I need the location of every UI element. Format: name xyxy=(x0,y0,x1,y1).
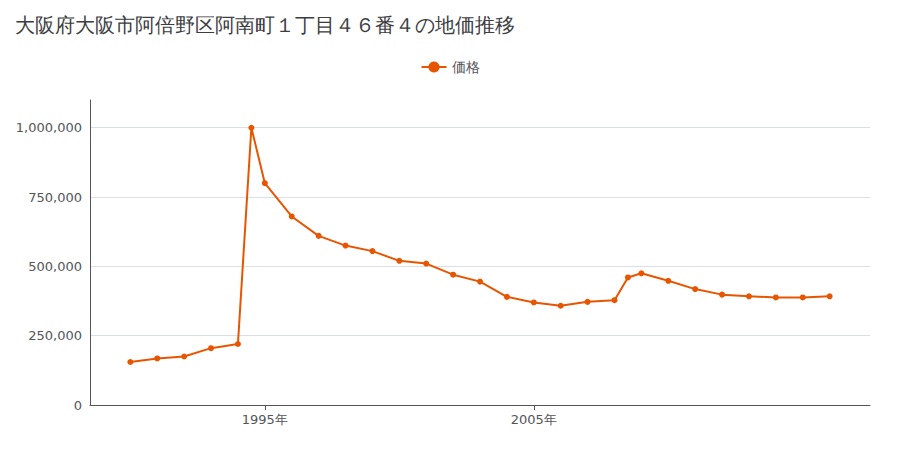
svg-text:1,000,000: 1,000,000 xyxy=(16,120,82,135)
svg-text:750,000: 750,000 xyxy=(28,190,82,205)
svg-text:0: 0 xyxy=(74,398,82,413)
svg-text:2005年: 2005年 xyxy=(511,412,557,427)
svg-text:500,000: 500,000 xyxy=(28,259,82,274)
svg-text:250,000: 250,000 xyxy=(28,328,82,343)
svg-text:大阪府大阪市阿倍野区阿南町１丁目４６番４の地価推移: 大阪府大阪市阿倍野区阿南町１丁目４６番４の地価推移 xyxy=(15,13,515,37)
svg-text:価格: 価格 xyxy=(452,59,480,75)
svg-text:1995年: 1995年 xyxy=(242,412,288,427)
